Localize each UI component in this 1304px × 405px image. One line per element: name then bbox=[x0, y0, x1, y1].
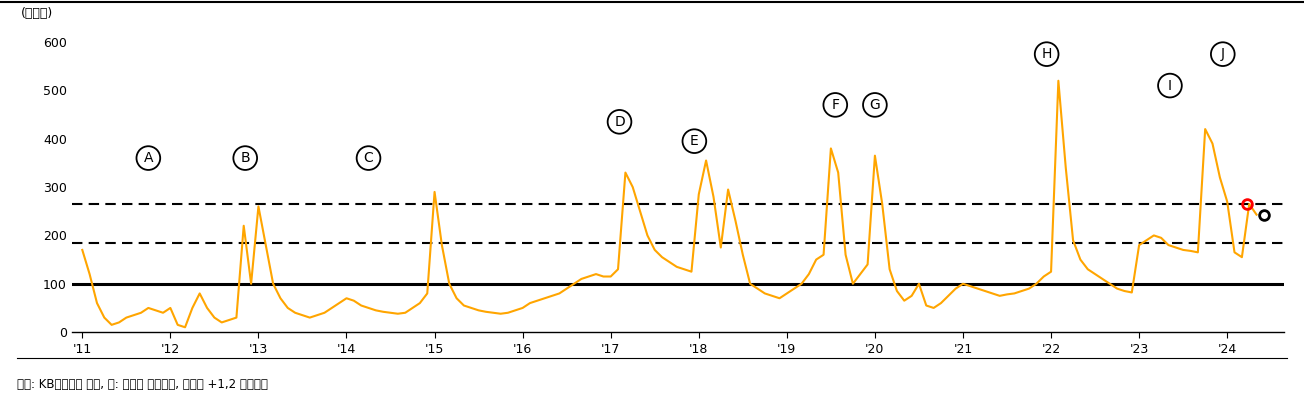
Text: H: H bbox=[1042, 47, 1052, 61]
Text: 자료: KB국민은행 추정, 주: 실선은 장기평균, 점선은 +1,2 표준편차: 자료: KB국민은행 추정, 주: 실선은 장기평균, 점선은 +1,2 표준편… bbox=[17, 378, 267, 391]
Text: I: I bbox=[1168, 79, 1172, 93]
Text: D: D bbox=[614, 115, 625, 129]
Text: F: F bbox=[831, 98, 840, 112]
Text: C: C bbox=[364, 151, 373, 165]
Text: J: J bbox=[1221, 47, 1224, 61]
Text: G: G bbox=[870, 98, 880, 112]
Text: A: A bbox=[143, 151, 153, 165]
Text: E: E bbox=[690, 134, 699, 148]
Text: (포인트): (포인트) bbox=[21, 7, 53, 20]
Text: B: B bbox=[240, 151, 250, 165]
